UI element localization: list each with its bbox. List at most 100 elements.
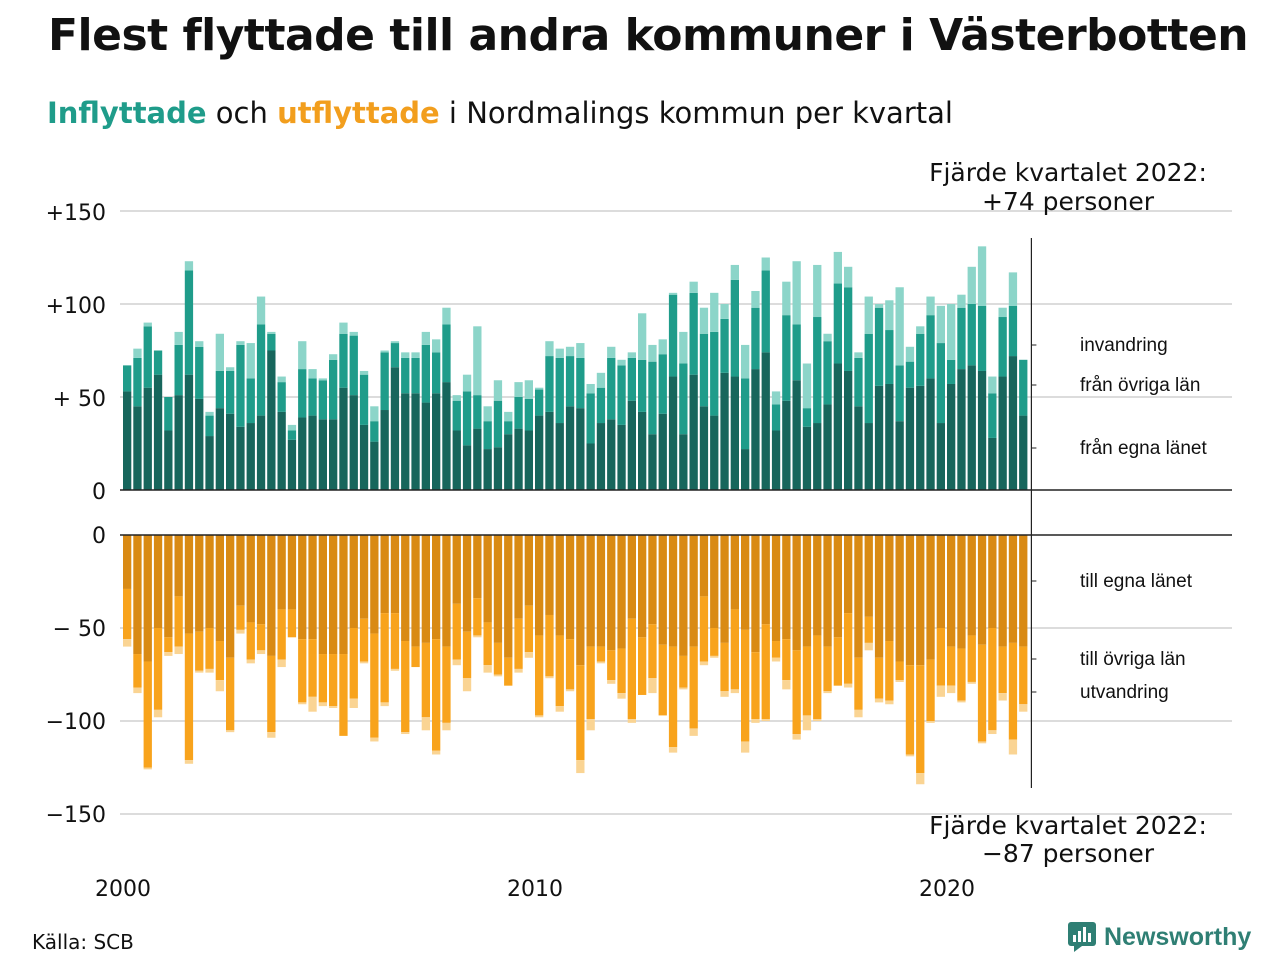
bar-in-other xyxy=(607,357,616,420)
bar-out-emig xyxy=(823,691,832,694)
bar-out-emig xyxy=(916,773,925,785)
bar-in-own xyxy=(153,374,163,490)
bar-out-own xyxy=(586,535,595,647)
bar-out-other xyxy=(689,646,698,729)
bar-out-other xyxy=(977,644,987,742)
bar-out-emig xyxy=(885,700,894,705)
bar-in-immig xyxy=(277,376,286,383)
bar-in-immig xyxy=(143,322,152,327)
bar-out-own xyxy=(256,535,266,625)
top-annotation-line2: +74 personer xyxy=(982,187,1155,216)
y-tick-label-bottom: −100 xyxy=(46,710,106,735)
bar-in-other xyxy=(947,359,956,384)
bar-in-own xyxy=(947,383,956,490)
bar-in-other xyxy=(916,333,925,386)
bar-out-own xyxy=(741,535,750,630)
bar-in-immig xyxy=(833,251,842,284)
brand-name: Newsworthy xyxy=(1104,922,1252,951)
bar-in-own xyxy=(741,449,750,490)
bar-out-emig xyxy=(741,741,750,753)
bar-in-own xyxy=(329,419,338,490)
bar-in-own xyxy=(1019,415,1028,490)
bar-out-own xyxy=(874,535,884,658)
bar-out-emig xyxy=(802,715,812,731)
bar-in-other xyxy=(885,330,894,384)
bar-out-own xyxy=(1019,535,1028,647)
bar-in-other xyxy=(617,365,626,425)
bar-out-emig xyxy=(967,681,976,684)
bar-in-immig xyxy=(226,367,235,371)
subtitle-och: och xyxy=(206,96,278,130)
bar-in-own xyxy=(668,376,678,490)
bar-out-other xyxy=(947,646,956,686)
bar-in-own xyxy=(710,415,719,490)
bar-in-immig xyxy=(432,339,441,353)
bar-in-own xyxy=(833,363,842,490)
bar-in-immig xyxy=(741,344,750,379)
bar-in-own xyxy=(545,411,554,490)
label-utvandring: utvandring xyxy=(1080,682,1169,703)
bar-out-other xyxy=(308,639,317,697)
bar-in-other xyxy=(123,365,132,392)
bar-in-other xyxy=(555,357,564,424)
bar-out-emig xyxy=(318,702,327,707)
x-tick-label: 2010 xyxy=(507,877,563,902)
bar-out-own xyxy=(555,535,564,636)
bar-in-immig xyxy=(483,406,492,422)
bar-out-emig xyxy=(957,700,966,703)
bar-in-other xyxy=(813,317,822,424)
bar-out-other xyxy=(741,629,750,742)
bar-in-immig xyxy=(823,333,832,342)
y-tick-label-top: 0 xyxy=(92,480,106,505)
bar-in-other xyxy=(236,344,245,427)
bar-out-other xyxy=(627,618,636,720)
bar-in-own xyxy=(699,406,709,490)
bar-in-other xyxy=(215,370,224,409)
bar-out-other xyxy=(380,613,389,703)
bar-in-immig xyxy=(926,296,935,316)
bar-in-own xyxy=(730,376,739,490)
bar-in-immig xyxy=(545,341,554,357)
bar-in-own xyxy=(802,426,812,490)
bar-out-own xyxy=(370,535,379,634)
bar-out-other xyxy=(864,616,873,643)
bar-out-own xyxy=(916,535,925,666)
bar-in-other xyxy=(184,270,194,375)
bar-out-own xyxy=(720,535,729,643)
bar-in-other xyxy=(648,361,657,435)
bar-out-own xyxy=(844,535,853,614)
bar-in-own xyxy=(813,423,822,490)
bar-out-other xyxy=(823,646,832,692)
bar-out-emig xyxy=(143,767,152,770)
bar-in-own xyxy=(823,404,832,490)
y-tick-label-top: + 50 xyxy=(53,387,106,412)
bar-in-immig xyxy=(885,300,894,331)
bar-out-emig xyxy=(370,737,379,742)
bar-in-own xyxy=(514,428,523,490)
bar-in-own xyxy=(998,376,1007,490)
bar-in-other xyxy=(359,374,369,425)
bar-in-own xyxy=(761,352,770,490)
bar-out-own xyxy=(246,535,255,623)
bar-out-other xyxy=(236,605,245,630)
bar-in-own xyxy=(370,441,379,490)
bar-out-own xyxy=(349,535,358,628)
bar-in-other xyxy=(473,395,482,429)
bar-out-emig xyxy=(442,722,451,731)
bar-in-immig xyxy=(380,350,389,353)
bar-in-immig xyxy=(215,333,224,371)
bar-out-emig xyxy=(699,661,709,666)
y-tick-label-top: +100 xyxy=(46,294,106,319)
bar-in-other xyxy=(761,270,770,353)
bar-in-other xyxy=(689,292,698,375)
bar-in-other xyxy=(514,397,523,429)
bar-out-other xyxy=(874,657,884,699)
y-tick-label-bottom: 0 xyxy=(92,524,106,549)
bar-out-emig xyxy=(153,709,163,718)
bar-in-own xyxy=(658,413,667,490)
bar-in-own xyxy=(854,406,863,490)
bar-out-emig xyxy=(267,732,276,738)
bar-out-other xyxy=(277,609,286,660)
bar-out-emig xyxy=(596,661,606,664)
bar-out-emig xyxy=(617,693,626,699)
